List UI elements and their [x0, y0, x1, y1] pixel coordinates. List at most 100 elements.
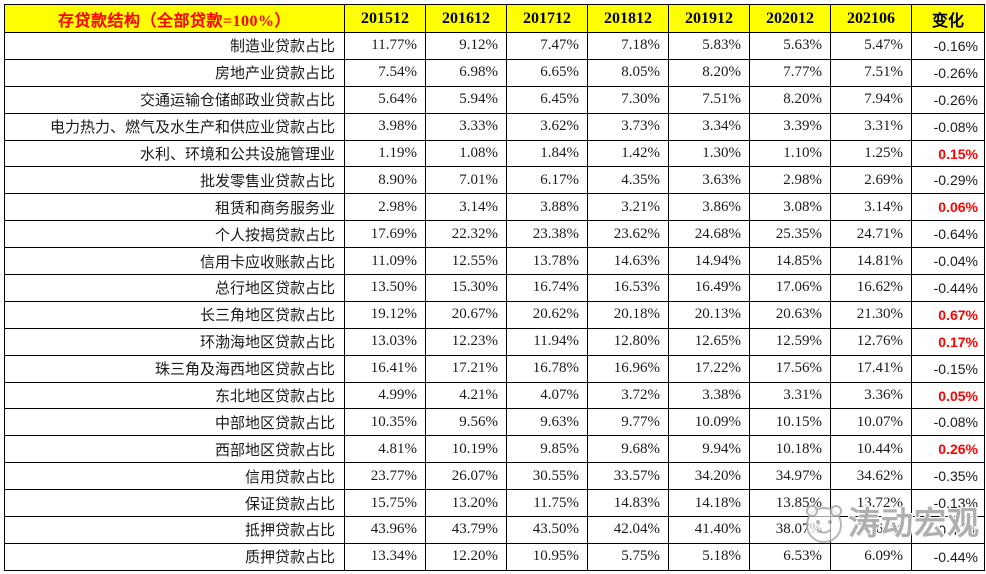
value-cell: 9.63%: [506, 408, 588, 437]
change-cell: -0.35%: [911, 462, 985, 491]
value-cell: 3.38%: [668, 381, 750, 410]
value-cell: 6.53%: [749, 542, 831, 571]
period-column-header: 201712: [506, 4, 588, 33]
value-cell: 43.79%: [425, 516, 507, 544]
value-cell: 4.99%: [344, 381, 426, 410]
value-cell: 16.49%: [668, 274, 750, 302]
value-cell: 11.75%: [506, 489, 588, 518]
value-cell: 7.54%: [344, 58, 426, 87]
value-cell: 3.62%: [506, 112, 588, 141]
value-cell: 3.31%: [830, 112, 912, 141]
value-cell: 34.62%: [830, 462, 912, 491]
table-row: 抵押贷款占比 43.96% 43.79% 43.50% 42.04% 41.40% 38.0…: [4, 516, 985, 544]
value-cell: 20.63%: [749, 300, 831, 329]
value-cell: 13.20%: [425, 489, 507, 518]
table-row: 总行地区贷款占比 13.50% 15.30% 16.74% 16.53% 16.49% 17…: [4, 274, 985, 302]
value-cell: 16.74%: [506, 274, 588, 302]
value-cell: 20.18%: [587, 300, 669, 329]
row-label: 信用贷款占比: [4, 462, 345, 491]
value-cell: 20.67%: [425, 300, 507, 329]
value-cell: 7.18%: [587, 32, 669, 60]
value-cell: 8.05%: [587, 58, 669, 87]
value-cell: 4.35%: [587, 166, 669, 195]
value-cell: 43.50%: [506, 516, 588, 544]
value-cell: 16.78%: [506, 354, 588, 383]
value-cell: 17.22%: [668, 354, 750, 383]
change-cell: -0.08%: [911, 408, 985, 437]
value-cell: 10.15%: [749, 408, 831, 437]
value-cell: 5.47%: [830, 32, 912, 60]
value-cell: 3.21%: [587, 193, 669, 222]
table-row: 水利、环境和公共设施管理业 1.19% 1.08% 1.84% 1.42% 1.30% 1.…: [4, 139, 985, 168]
row-label: 环渤海地区贷款占比: [4, 327, 345, 356]
table-row: 质押贷款占比 13.34% 12.20% 10.95% 5.75% 5.18% 6.53% 6…: [4, 542, 985, 571]
value-cell: 16.62%: [830, 274, 912, 302]
value-cell: 7.47%: [506, 32, 588, 60]
value-cell: 14.18%: [668, 489, 750, 518]
value-cell: 3.14%: [830, 193, 912, 222]
value-cell: 41.40%: [668, 516, 750, 544]
value-cell: 23.38%: [506, 220, 588, 249]
value-cell: 13.72%: [830, 489, 912, 518]
value-cell: 7.51%: [668, 85, 750, 114]
value-cell: 20.13%: [668, 300, 750, 329]
change-cell: -0.16%: [911, 32, 985, 60]
value-cell: 16.41%: [344, 354, 426, 383]
row-label: 制造业贷款占比: [4, 32, 345, 60]
value-cell: 17.41%: [830, 354, 912, 383]
change-cell: -0.13%: [911, 489, 985, 518]
row-label: 东北地区贷款占比: [4, 381, 345, 410]
value-cell: 14.85%: [749, 247, 831, 276]
value-cell: 12.55%: [425, 247, 507, 276]
value-cell: 20.62%: [506, 300, 588, 329]
value-cell: 22.32%: [425, 220, 507, 249]
value-cell: 3.14%: [425, 193, 507, 222]
value-cell: 13.34%: [344, 542, 426, 571]
table-row: 信用贷款占比 23.77% 26.07% 30.55% 33.57% 34.20% 34.9…: [4, 462, 985, 491]
value-cell: 33.57%: [587, 462, 669, 491]
value-cell: 3.31%: [749, 381, 831, 410]
value-cell: 17.06%: [749, 274, 831, 302]
value-cell: 14.63%: [587, 247, 669, 276]
value-cell: 14.83%: [587, 489, 669, 518]
value-cell: 34.97%: [749, 462, 831, 491]
value-cell: 7.94%: [830, 85, 912, 114]
change-cell: -0.08%: [911, 112, 985, 141]
table-row: 中部地区贷款占比 10.35% 9.56% 9.63% 9.77% 10.09% 10.15…: [4, 408, 985, 437]
value-cell: 11.94%: [506, 327, 588, 356]
value-cell: 11.77%: [344, 32, 426, 60]
value-cell: 7.51%: [830, 58, 912, 87]
value-cell: 1.42%: [587, 139, 669, 168]
table-row: 环渤海地区贷款占比 13.03% 12.23% 11.94% 12.80% 12.65% 1…: [4, 327, 985, 356]
period-column-header: 201612: [425, 4, 507, 33]
row-label: 保证贷款占比: [4, 489, 345, 518]
value-cell: 34.20%: [668, 462, 750, 491]
value-cell: 21.30%: [830, 300, 912, 329]
row-label: 批发零售业贷款占比: [4, 166, 345, 195]
value-cell: 4.21%: [425, 381, 507, 410]
value-cell: 6.65%: [506, 58, 588, 87]
table-header-row: 存贷款结构（全部贷款=100%） 201512 201612 201712 20181…: [4, 4, 985, 33]
value-cell: 3.34%: [668, 112, 750, 141]
change-cell: 0.15%: [911, 139, 985, 168]
value-cell: 17.69%: [344, 220, 426, 249]
value-cell: 1.19%: [344, 139, 426, 168]
value-cell: 3.33%: [425, 112, 507, 141]
value-cell: 24.71%: [830, 220, 912, 249]
row-label: 房地产业贷款占比: [4, 58, 345, 87]
value-cell: 1.25%: [830, 139, 912, 168]
value-cell: 3.88%: [506, 193, 588, 222]
value-cell: 24.68%: [668, 220, 750, 249]
row-label: 西部地区贷款占比: [4, 435, 345, 464]
change-cell: -0.42%: [911, 516, 985, 544]
table-row: 东北地区贷款占比 4.99% 4.21% 4.07% 3.72% 3.38% 3.31% 3.…: [4, 381, 985, 410]
value-cell: 12.65%: [668, 327, 750, 356]
value-cell: 12.20%: [425, 542, 507, 571]
value-cell: 12.23%: [425, 327, 507, 356]
loan-structure-table: 存贷款结构（全部贷款=100%） 201512 201612 201712 20181…: [4, 4, 985, 571]
change-column-header: 变化: [911, 4, 985, 33]
value-cell: 1.30%: [668, 139, 750, 168]
value-cell: 12.59%: [749, 327, 831, 356]
value-cell: 10.35%: [344, 408, 426, 437]
value-cell: 25.35%: [749, 220, 831, 249]
